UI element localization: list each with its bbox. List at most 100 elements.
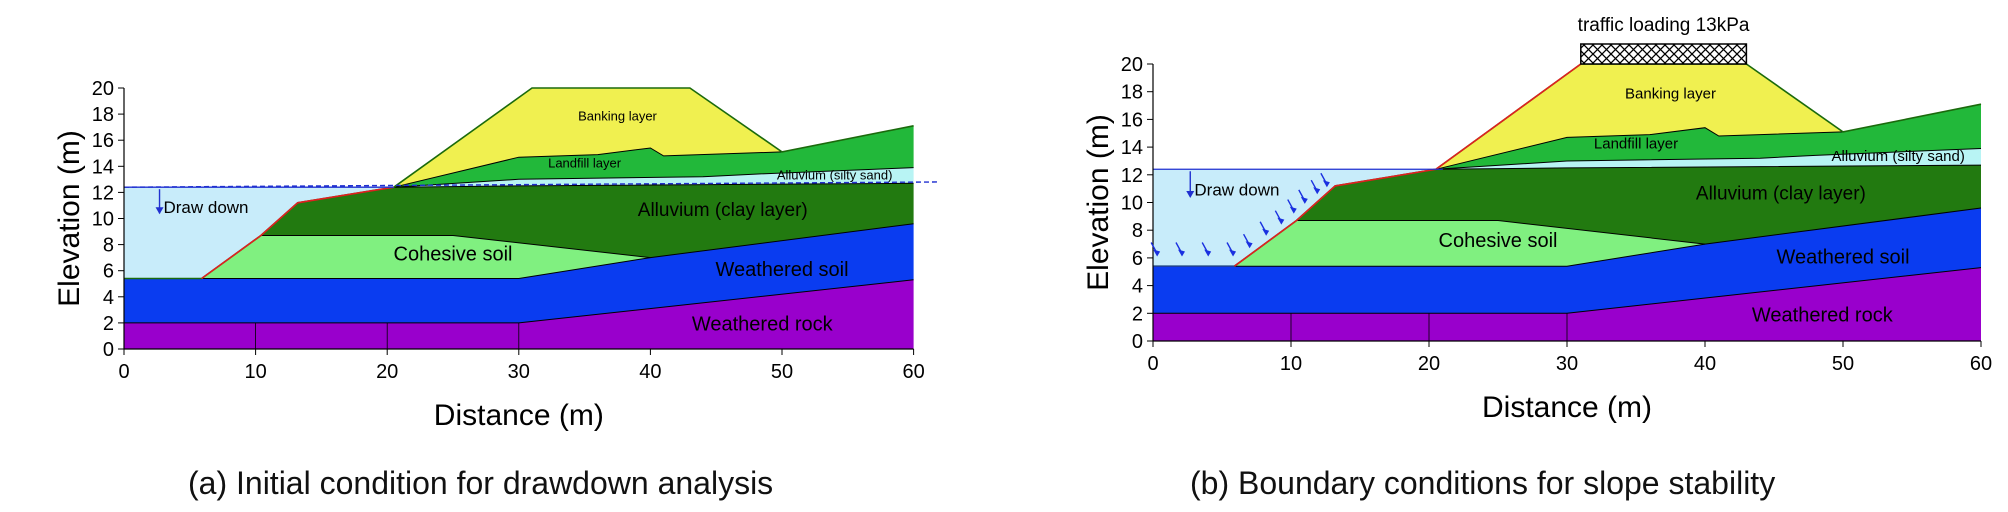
x-tick-label: 50 (1832, 353, 1854, 375)
y-tick-label: 8 (1132, 220, 1143, 242)
y-tick-label: 12 (1121, 165, 1143, 187)
layer-boundary-1 (124, 223, 914, 279)
x-tick-label: 10 (1280, 353, 1302, 375)
y-tick-label: 20 (92, 78, 114, 100)
y-tick-label: 12 (92, 182, 114, 204)
y-tick-label: 0 (103, 339, 114, 361)
x-tick-label: 60 (902, 361, 924, 383)
water-pressure-arrow-head (1300, 196, 1308, 204)
layer-weathered-soil (124, 223, 914, 323)
layer-banking (1435, 64, 1843, 170)
layer-boundary-3 (393, 182, 914, 188)
layer-alluvium-clay (260, 183, 914, 258)
weathered-rock-label: Weathered rock (692, 314, 834, 336)
y-axis-title: Elevation (m) (53, 130, 86, 307)
landfill-layer-label: Landfill layer (548, 156, 622, 171)
water-pressure-arrow-head (1262, 228, 1270, 236)
layer-weathered-rock (124, 279, 914, 349)
y-tick-label: 2 (103, 313, 114, 335)
layer-alluvium-silty-sand (1435, 148, 1981, 170)
weathered-soil-label: Weathered soil (1776, 246, 1909, 268)
water-pressure-arrow-head (1322, 180, 1330, 188)
y-tick-label: 14 (92, 156, 114, 178)
water-pressure-arrow-head (1229, 249, 1237, 257)
x-tick-label: 30 (508, 361, 530, 383)
y-tick-label: 20 (1121, 54, 1143, 76)
water-pressure-arrow-head (1204, 249, 1212, 257)
layer-boundary-5 (1435, 127, 1844, 170)
layer-landfill (393, 125, 914, 188)
weathered-soil-label: Weathered soil (715, 259, 848, 281)
y-tick-label: 8 (103, 235, 114, 257)
y-tick-label: 16 (1121, 109, 1143, 131)
y-tick-label: 10 (1121, 193, 1143, 215)
y-tick-label: 14 (1121, 137, 1143, 159)
x-tick-label: 20 (1418, 353, 1440, 375)
x-tick-label: 0 (118, 361, 129, 383)
water-pressure-arrow-head (1153, 249, 1161, 257)
draw-down-arrow-head (155, 207, 164, 215)
water-pressure-arrow-head (1313, 187, 1321, 195)
draw-down-label: Draw down (163, 198, 248, 217)
water-reservoir (124, 187, 394, 279)
y-tick-label: 6 (1132, 248, 1143, 270)
y-tick-label: 10 (92, 209, 114, 231)
silty-sand-label: Alluvium (silty sand) (777, 167, 893, 182)
y-tick-label: 18 (92, 104, 114, 126)
water-pressure-arrow-head (1277, 217, 1285, 225)
landfill-layer-label: Landfill layer (1594, 135, 1678, 152)
layer-boundary-2 (260, 235, 651, 259)
traffic-load-block (1580, 43, 1748, 65)
water-pressure-arrow-head (1177, 249, 1185, 257)
layer-banking (393, 88, 782, 188)
layer-boundary-5 (393, 147, 783, 188)
layer-cohesive-soil (201, 235, 651, 279)
water-pressure-arrow-head (1289, 206, 1297, 214)
y-tick-label: 18 (1121, 82, 1143, 104)
layer-boundary-2 (1296, 220, 1706, 245)
traffic-load-label: traffic loading 13kPa (1578, 15, 1750, 36)
layer-cohesive-soil (1234, 220, 1705, 267)
caption-a: (a) Initial condition for drawdown analy… (188, 465, 774, 501)
banking-layer-label: Banking layer (1625, 86, 1716, 103)
weathered-rock-label: Weathered rock (1752, 305, 1894, 327)
layer-boundary-1 (1153, 207, 1982, 267)
banking-layer-label: Banking layer (578, 109, 657, 124)
x-tick-label: 40 (639, 361, 661, 383)
y-tick-label: 16 (92, 130, 114, 152)
clay-layer-label: Alluvium (clay layer) (1696, 184, 1866, 205)
x-tick-label: 10 (244, 361, 266, 383)
y-tick-label: 4 (103, 287, 114, 309)
y-tick-label: 2 (1132, 303, 1143, 325)
x-tick-label: 0 (1147, 353, 1158, 375)
x-tick-label: 50 (771, 361, 793, 383)
x-tick-label: 40 (1694, 353, 1716, 375)
slope-surface-line (1233, 63, 1582, 267)
panel-b-diagram: 0 2 4 6 8 10 12 14 16 18 20 0 10 20 30 40 50 60 Distance (… (1082, 15, 1992, 424)
y-tick-label: 4 (1132, 276, 1143, 298)
layer-weathered-rock (1153, 267, 1981, 341)
cohesive-soil-label: Cohesive soil (394, 243, 513, 265)
x-tick-label: 30 (1556, 353, 1578, 375)
layer-weathered-soil (1153, 208, 1981, 314)
slope-surface-line (201, 186, 394, 280)
panel-a-diagram: 0 2 4 6 8 10 12 14 16 18 20 0 10 20 30 40 50 60 Distance (… (53, 78, 940, 432)
x-axis-title: Distance (m) (434, 399, 604, 432)
water-pressure-arrow-head (1245, 241, 1253, 249)
caption-b: (b) Boundary conditions for slope stabil… (1190, 465, 1776, 501)
clay-layer-label: Alluvium (clay layer) (638, 200, 808, 221)
layer-landfill (1435, 104, 1981, 170)
y-axis-title: Elevation (m) (1082, 114, 1115, 291)
cohesive-soil-label: Cohesive soil (1439, 230, 1558, 252)
x-tick-label: 60 (1970, 353, 1992, 375)
y-tick-label: 0 (1132, 331, 1143, 353)
layer-boundary-3 (1435, 164, 1982, 170)
layer-boundary-4 (393, 167, 914, 188)
x-tick-label: 20 (376, 361, 398, 383)
water-reservoir (1153, 169, 1436, 267)
layer-alluvium-clay (1296, 165, 1981, 245)
draw-down-arrow-head (1186, 190, 1195, 198)
x-axis-title: Distance (m) (1482, 391, 1652, 424)
layer-boundary-4 (1435, 148, 1982, 170)
